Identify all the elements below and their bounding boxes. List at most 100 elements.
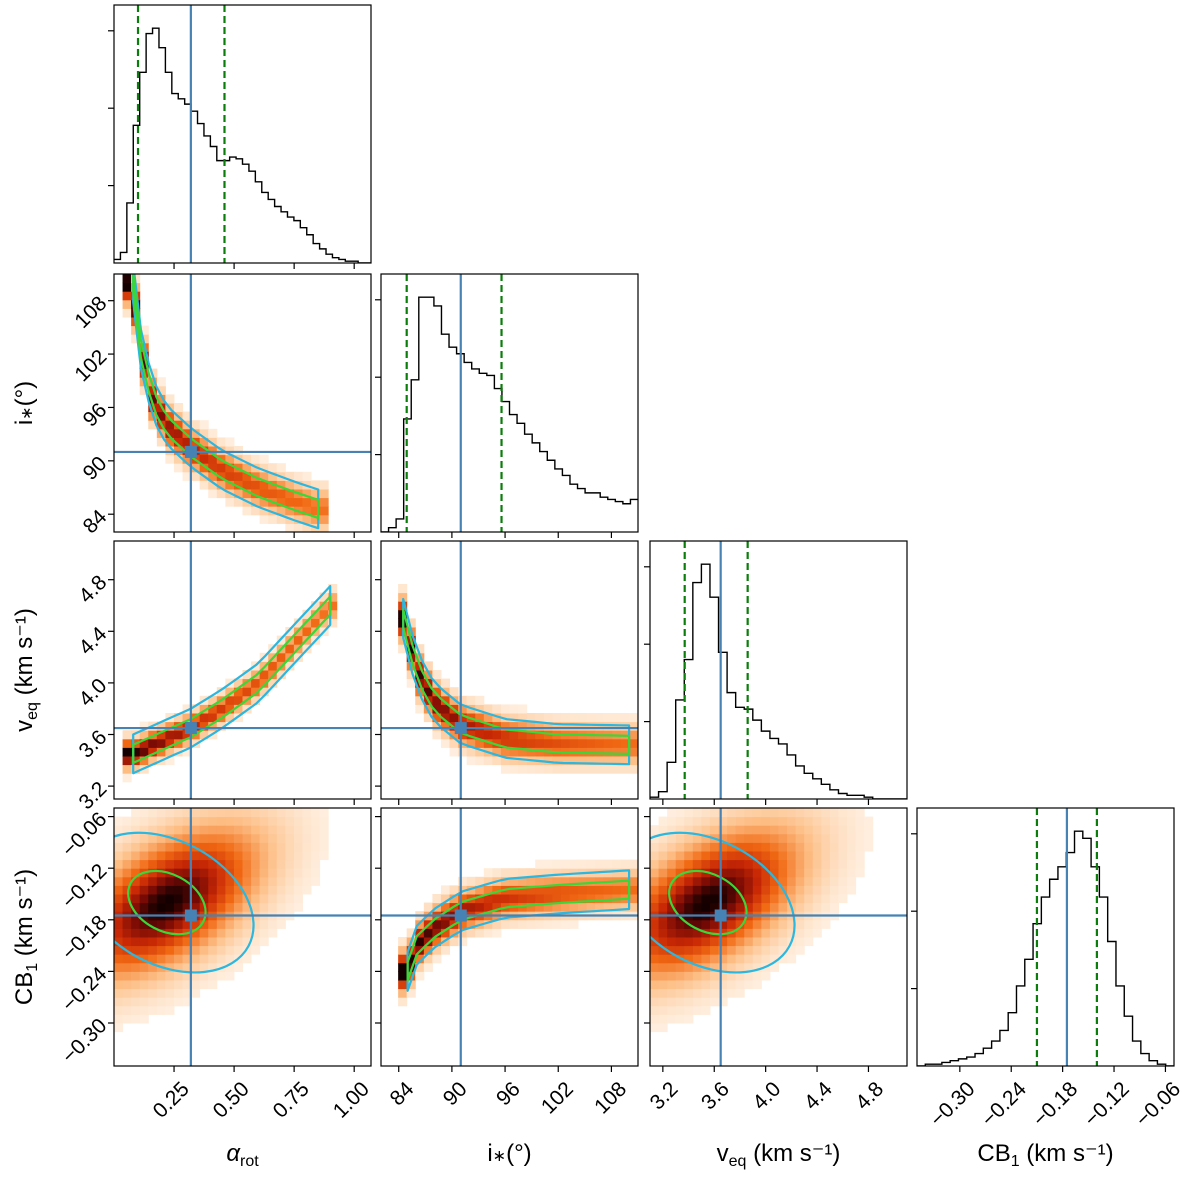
density-cell: [838, 885, 848, 895]
density-cell: [131, 868, 141, 878]
density-cell: [560, 713, 570, 723]
density-cell: [259, 489, 269, 499]
density-cell: [518, 885, 528, 895]
density-cell: [675, 1014, 685, 1024]
density-cell: [114, 894, 124, 904]
density-cell: [276, 652, 286, 662]
density-cell: [667, 962, 677, 972]
density-cell: [709, 962, 720, 972]
density-cell: [692, 988, 702, 998]
density-cell: [449, 721, 459, 731]
density-cell: [182, 463, 192, 473]
density-cell: [795, 928, 805, 938]
density-cell: [208, 945, 218, 955]
density-cell: [492, 738, 502, 748]
density-cell: [701, 980, 711, 990]
density-cell: [173, 463, 184, 473]
density-cell: [242, 463, 252, 473]
density-cell: [795, 945, 805, 955]
density-cell: [855, 816, 865, 826]
density-cell: [165, 808, 175, 818]
density-cell: [276, 851, 286, 861]
density-cell: [156, 876, 166, 886]
density-cell: [131, 885, 141, 895]
density-cell: [847, 868, 857, 878]
density-cell: [509, 894, 519, 904]
density-cell: [812, 885, 822, 895]
density-cell: [242, 937, 252, 947]
density-cell: [735, 851, 745, 861]
density-cell: [225, 937, 235, 947]
density-cell: [199, 428, 209, 438]
density-cell: [199, 480, 209, 490]
density-cell: [251, 902, 261, 912]
density-cell: [709, 954, 720, 964]
density-cell: [650, 997, 660, 1007]
outer-contour: [114, 831, 255, 974]
density-cell: [629, 868, 638, 878]
density-cell: [552, 919, 562, 929]
density-cell: [148, 988, 158, 998]
density-cell: [535, 730, 545, 740]
density-cell: [804, 894, 814, 904]
density-cell: [276, 833, 286, 843]
density-cell: [251, 808, 261, 818]
density-cell: [526, 876, 536, 886]
density-cell: [735, 859, 745, 869]
density-cell: [131, 756, 141, 766]
x-tick-label: 0.50: [209, 1077, 254, 1122]
density-cell: [718, 988, 728, 998]
density-cell: [769, 919, 779, 929]
density-cell: [131, 730, 141, 740]
density-cell: [131, 997, 141, 1007]
density-cell: [268, 859, 278, 869]
truth-marker: [184, 909, 197, 922]
density-cell: [458, 937, 468, 947]
density-cell: [293, 497, 303, 507]
density-cell: [847, 825, 857, 835]
density-cell: [855, 851, 865, 861]
density-cell: [114, 928, 124, 938]
density-cell: [139, 747, 149, 757]
axis-label-incl: i∗(°): [11, 381, 38, 425]
density-cell: [191, 463, 201, 473]
density-cell: [216, 894, 226, 904]
density-cell: [182, 980, 192, 990]
density-cell: [847, 876, 857, 886]
density-cell: [569, 919, 579, 929]
density-cell: [838, 808, 848, 818]
density-cell: [752, 859, 762, 869]
density-cell: [744, 833, 754, 843]
density-cell: [718, 825, 728, 835]
density-cell: [821, 859, 831, 869]
density-cell: [440, 713, 451, 723]
density-cell: [148, 997, 158, 1007]
density-cell: [658, 816, 668, 826]
density-cell: [483, 738, 493, 748]
density-cell: [675, 859, 685, 869]
density-cell: [684, 945, 694, 955]
density-cell: [233, 808, 243, 818]
density-cell: [658, 825, 668, 835]
density-cell: [225, 471, 235, 481]
density-cell: [752, 894, 762, 904]
density-cell: [173, 454, 184, 464]
density-cell: [440, 704, 451, 714]
density-cell: [122, 738, 132, 748]
density-cell: [114, 868, 124, 878]
density-cell: [667, 859, 677, 869]
density-cell: [440, 738, 451, 748]
density-cell: [727, 876, 737, 886]
density-cell: [165, 842, 175, 852]
density-cell: [718, 833, 728, 843]
density-cell: [311, 618, 321, 628]
axis-label-veq: veq (km s⁻¹): [717, 1140, 841, 1170]
density-cell: [483, 730, 493, 740]
panel-frame: [649, 540, 908, 800]
density-cell: [787, 833, 797, 843]
density-cell: [242, 489, 252, 499]
density-cell: [718, 868, 728, 878]
density-cell: [156, 394, 166, 404]
density-cell: [208, 437, 218, 447]
density-cell: [727, 808, 737, 818]
